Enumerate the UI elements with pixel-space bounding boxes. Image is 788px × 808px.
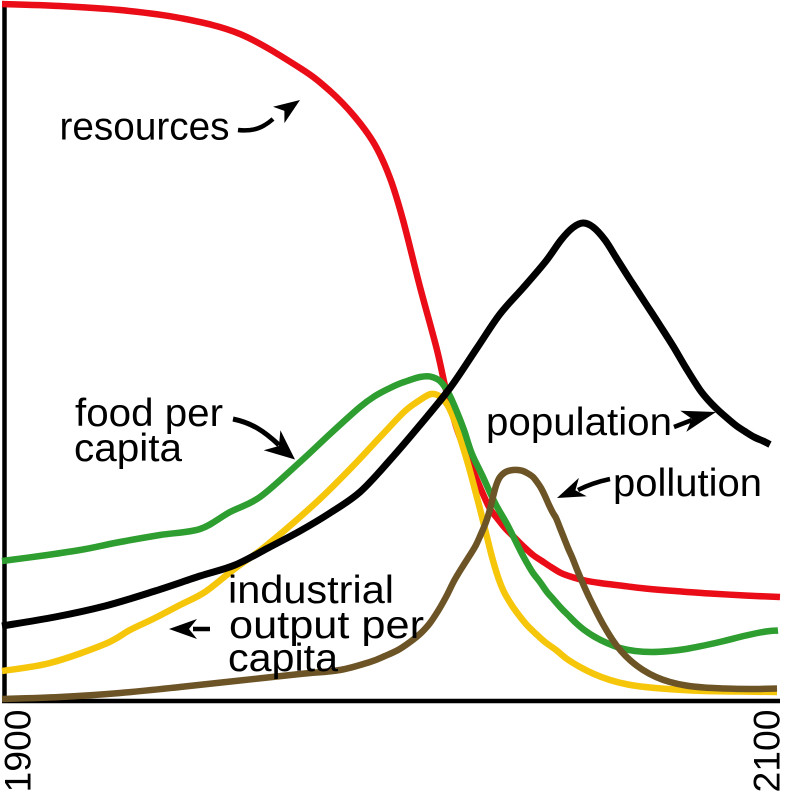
svg-text:output per: output per	[229, 604, 424, 647]
svg-text:capita: capita	[228, 637, 338, 680]
svg-text:capita: capita	[74, 427, 182, 470]
svg-text:industrial: industrial	[228, 569, 394, 612]
svg-text:pollution: pollution	[613, 462, 762, 505]
svg-text:1900: 1900	[0, 710, 39, 793]
svg-text:population: population	[486, 401, 672, 444]
svg-text:food per: food per	[75, 392, 223, 435]
svg-text:2100: 2100	[747, 710, 788, 793]
svg-text:resources: resources	[60, 106, 230, 149]
